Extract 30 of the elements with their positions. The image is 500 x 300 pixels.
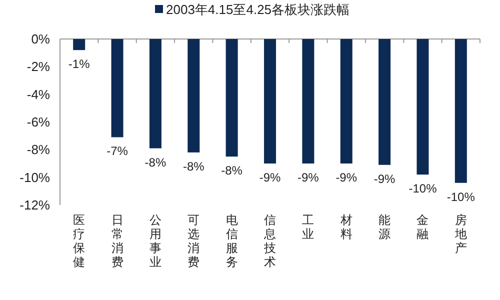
x-tick-label: 材料 (339, 213, 352, 241)
data-label: -7% (106, 144, 128, 158)
data-label: -10% (446, 190, 476, 204)
x-tick-label: 日常消费 (111, 213, 124, 269)
x-tick-label: 工业 (302, 213, 314, 241)
x-tick-label: 能源 (378, 213, 391, 241)
x-tick-label: 房地产 (454, 213, 467, 255)
data-label: -8% (221, 164, 243, 178)
x-tick-label: 医疗保健 (73, 213, 86, 269)
data-label: -9% (259, 170, 281, 184)
data-label: -9% (336, 170, 358, 184)
data-label: -10% (408, 182, 438, 196)
y-tick-label: -12% (20, 198, 50, 212)
x-tick-label: 金融 (416, 213, 429, 241)
data-label: -9% (374, 172, 396, 186)
y-tick-label: -2% (26, 59, 50, 74)
data-label: -8% (144, 155, 166, 170)
x-tick-label: 信息技术 (263, 213, 276, 269)
y-tick-label: 0% (31, 32, 50, 46)
x-tick-label: 电信服务 (226, 213, 238, 269)
y-tick-label: -8% (26, 142, 50, 158)
y-tick-label: -4% (26, 86, 50, 102)
data-label: -9% (298, 170, 320, 184)
data-label: -8% (182, 159, 205, 174)
y-tick-label: -6% (26, 114, 50, 130)
legend: 2003年4.15至4.25各板块涨跌幅 (155, 2, 350, 17)
y-tick-label: -10% (20, 170, 50, 185)
x-tick-label: 公用事业 (149, 213, 162, 269)
data-label: -1% (68, 57, 90, 72)
x-tick-label: 可选消费 (188, 213, 200, 269)
